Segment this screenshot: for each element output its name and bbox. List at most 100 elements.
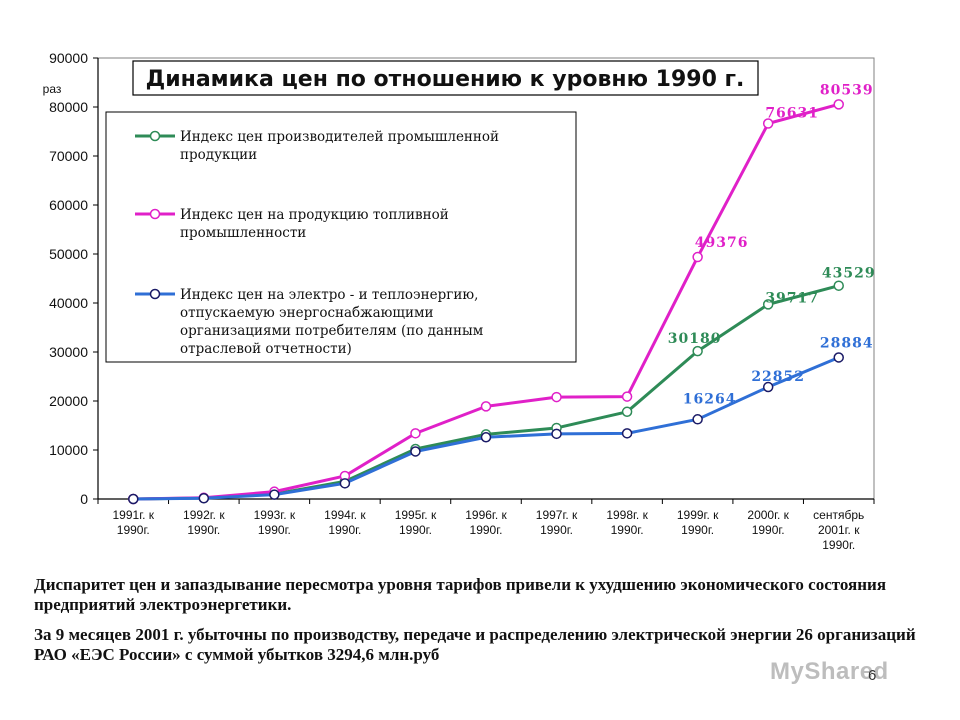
x-tick-label-line: 1990г. [611, 523, 644, 537]
title-box [132, 60, 759, 96]
data-point-3 [551, 428, 562, 440]
x-tick-label: 1994г. к 1990г. [324, 508, 366, 537]
x-tick-label-line: 2000г. к [747, 508, 789, 522]
price-dynamics-chart: 0 10000 20000 30000 40000 50000 60000 70000 8000… [43, 50, 876, 552]
data-label-1: 30180 [668, 331, 722, 347]
legend-label-line: Индекс цен на продукцию топливной [180, 207, 449, 223]
data-point-1 [621, 406, 633, 418]
data-label-2: 49376 [695, 235, 749, 251]
x-tick-label-line: 1990г. [399, 523, 432, 537]
data-label-3: 22852 [751, 369, 805, 385]
x-tick-label: 1999г. к 1990г. [677, 508, 719, 537]
data-point-3 [692, 414, 703, 425]
x-tick-label: 1995г. к 1990г. [395, 508, 437, 537]
data-label-3: 28884 [820, 335, 874, 351]
y-tick-label: 90000 [49, 50, 88, 66]
legend-label-line: Индекс цен производителей промышленной [180, 129, 499, 145]
x-tick-label-line: 1990г. [328, 523, 361, 537]
x-tick-label-line: 1998г. к [606, 508, 648, 522]
data-point-3 [480, 432, 492, 443]
x-tick-label: сентябрь 2001г. к 1990г. [813, 508, 864, 552]
x-tick-label-line: 1990г. [822, 538, 855, 552]
data-point-3 [762, 381, 774, 393]
data-point-3 [833, 352, 844, 363]
y-tick-label: 0 [80, 491, 88, 507]
x-tick-label-line: 2001г. к [818, 523, 860, 537]
y-tick-label: 50000 [49, 246, 88, 262]
data-point-2 [551, 391, 562, 403]
data-point-2 [410, 428, 421, 439]
paragraph-losses: За 9 месяцев 2001 г. убыточны по произво… [34, 625, 916, 664]
x-tick-label-line: 1999г. к [677, 508, 719, 522]
x-tick-label-line: 1990г. [117, 523, 150, 537]
x-tick-label: 1997г. к 1990г. [536, 508, 578, 537]
data-label-2: 80539 [820, 82, 874, 98]
data-point-3 [621, 428, 633, 439]
y-tick-label: 20000 [49, 393, 88, 409]
legend-marker-3 [149, 288, 161, 300]
paragraph-price-disparity: Диспаритет цен и запаздывание пересмотра… [34, 575, 887, 614]
x-tick-label-line: сентябрь [813, 508, 864, 522]
x-tick-label: 1998г. к 1990г. [606, 508, 648, 537]
legend-label-3: Индекс цен на электро - и теплоэнергию, о… [180, 287, 484, 357]
x-tick-label: 2000г. к 1990г. [747, 508, 789, 537]
data-point-3 [339, 478, 351, 489]
legend-label-line: промышленности [180, 225, 306, 241]
legend-label-line: организациями потребителям (по данным [180, 323, 484, 339]
y-tick-label: 60000 [49, 197, 88, 213]
legend: Индекс цен производителей промышленной пр… [105, 111, 577, 363]
data-point-1 [762, 299, 774, 310]
data-point-3 [198, 493, 210, 504]
data-label-3: 16264 [683, 391, 737, 407]
x-tick-label: 1992г. к 1990г. [183, 508, 225, 537]
x-tick-label-line: 1994г. к [324, 508, 366, 522]
watermark-logo: MyShared [770, 658, 889, 685]
y-axis-unit-label: раз [43, 82, 62, 96]
x-tick-label-line: 1990г. [258, 523, 291, 537]
y-tick-label: 40000 [49, 295, 88, 311]
x-tick-label-line: 1992г. к [183, 508, 225, 522]
x-tick-label-line: 1990г. [470, 523, 503, 537]
y-tick-label: 80000 [49, 99, 88, 115]
x-tick-label-line: 1995г. к [395, 508, 437, 522]
x-tick-label: 1993г. к 1990г. [254, 508, 296, 537]
data-point-3 [269, 489, 280, 500]
x-tick-label-line: 1993г. к [254, 508, 296, 522]
legend-label-2: Индекс цен на продукцию топливной промышл… [180, 207, 449, 241]
legend-box [105, 111, 577, 363]
data-point-3 [410, 446, 421, 457]
data-point-2 [480, 401, 492, 412]
x-tick-label-line: 1996г. к [465, 508, 507, 522]
x-tick-label-line: 1990г. [681, 523, 714, 537]
y-tick-label: 70000 [49, 148, 88, 164]
axes: 0 10000 20000 30000 40000 50000 60000 70000 8000… [49, 50, 875, 552]
x-tick-label-line: 1990г. [752, 523, 785, 537]
x-tick-label: 1996г. к 1990г. [465, 508, 507, 537]
y-tick-label: 30000 [49, 344, 88, 360]
page-number: 6 [868, 667, 877, 684]
y-tick-label: 10000 [49, 442, 88, 458]
legend-marker-2 [149, 208, 161, 220]
data-point-1 [692, 345, 703, 357]
x-tick-label-line: 1997г. к [536, 508, 578, 522]
x-tick-label-line: 1991г. к [113, 508, 155, 522]
x-tick-label-line: 1990г. [540, 523, 573, 537]
data-label-1: 43529 [822, 266, 876, 282]
chart-title: Динамика цен по отношению к уровню 1990 … [146, 67, 745, 92]
x-tick-label-line: 1990г. [187, 523, 220, 537]
legend-label-line: отраслевой отчетности) [180, 341, 352, 357]
data-point-2 [762, 118, 774, 129]
legend-label-line: продукции [180, 147, 257, 163]
x-tick-label: 1991г. к 1990г. [113, 508, 155, 537]
data-label-2: 76631 [765, 106, 819, 122]
data-label-1: 39717 [765, 290, 819, 306]
data-point-2 [833, 99, 844, 110]
legend-label-line: отпускаемую энергоснабжающими [180, 305, 433, 321]
data-point-1 [833, 280, 844, 291]
legend-label-line: Индекс цен на электро - и теплоэнергию, [180, 287, 478, 303]
legend-marker-1 [149, 130, 161, 142]
data-point-2 [692, 251, 703, 263]
data-point-2 [621, 391, 633, 402]
legend-label-1: Индекс цен производителей промышленной пр… [180, 129, 499, 163]
